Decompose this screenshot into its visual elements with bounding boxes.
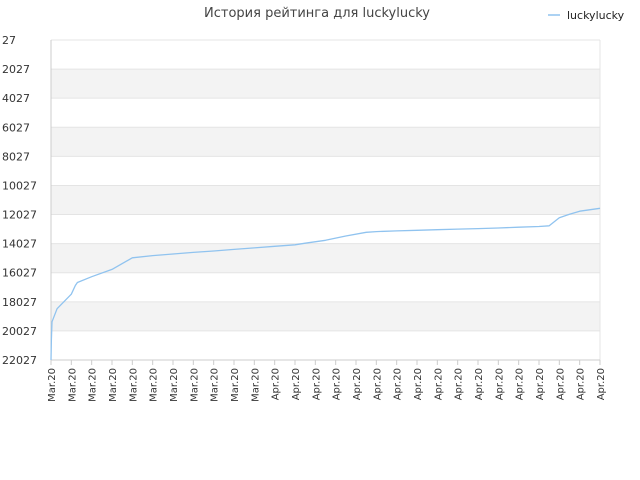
y-tick-label: 8027 [2, 150, 30, 163]
y-tick-label: 4027 [2, 92, 30, 105]
plot-band [51, 69, 600, 99]
x-tick-label: Apr.20 [596, 368, 607, 400]
x-tick-label: Apr.20 [535, 368, 546, 400]
y-tick-label: 18027 [2, 296, 37, 309]
x-tick-label: Mar.20 [47, 368, 58, 402]
x-tick-label: Apr.20 [332, 368, 343, 400]
y-tick-label: 14027 [2, 238, 37, 251]
axes [50, 40, 601, 361]
x-tick-label: Apr.20 [576, 368, 587, 400]
x-tick-label: Mar.20 [189, 368, 200, 402]
x-tick-label: Apr.20 [413, 368, 424, 400]
x-tick-label: Apr.20 [474, 368, 485, 400]
plot-bands [51, 69, 600, 331]
y-tick-label: 6027 [2, 121, 30, 134]
legend: luckylucky [548, 9, 625, 22]
x-tick-label: Apr.20 [515, 368, 526, 400]
x-tick-label: Mar.20 [169, 368, 180, 402]
legend-entry: luckylucky [567, 9, 625, 22]
y-tick-label: 20027 [2, 325, 37, 338]
x-tick-label: Apr.20 [433, 368, 444, 400]
x-tick-label: Apr.20 [311, 368, 322, 400]
gridlines [51, 39, 600, 361]
x-tick-label: Apr.20 [454, 368, 465, 400]
x-tick-label: Mar.20 [230, 368, 241, 402]
x-tick-label: Mar.20 [108, 368, 119, 402]
series-line-luckylucky [50, 207, 601, 361]
x-tick-label: Apr.20 [555, 368, 566, 400]
x-tick-label: Mar.20 [149, 368, 160, 402]
x-tick-label: Apr.20 [271, 368, 282, 400]
x-tick-label: Apr.20 [494, 368, 505, 400]
y-tick-label: 2027 [2, 63, 30, 76]
x-tick-label: Mar.20 [88, 368, 99, 402]
x-tick-label: Mar.20 [67, 368, 78, 402]
y-axis-ticks: 27 2027 4027 6027 8027 10027 12027 14027 16027 18… [2, 34, 37, 367]
plot-band [51, 127, 600, 157]
y-tick-label: 10027 [2, 179, 37, 192]
y-tick-label: 27 [2, 34, 16, 47]
chart-title: История рейтинга для luckylucky [204, 6, 430, 21]
x-tick-label: Apr.20 [372, 368, 383, 400]
y-tick-label: 12027 [2, 209, 37, 222]
x-tick-label: Apr.20 [352, 368, 363, 400]
x-tick-label: Apr.20 [393, 368, 404, 400]
x-tick-label: Mar.20 [250, 368, 261, 402]
y-tick-label: 16027 [2, 267, 37, 280]
y-tick-label: 22027 [2, 354, 37, 367]
plot-band [51, 243, 600, 273]
x-tick-label: Mar.20 [128, 368, 139, 402]
x-tick-label: Mar.20 [210, 368, 221, 402]
plot-band [51, 185, 600, 215]
x-axis-ticks: Mar.20 Mar.20 Mar.20 Mar.20 Mar.20 Mar.20 Mar.… [47, 360, 607, 402]
x-tick-label: Apr.20 [291, 368, 302, 400]
series-layer [50, 207, 601, 361]
plot-band [51, 301, 600, 331]
